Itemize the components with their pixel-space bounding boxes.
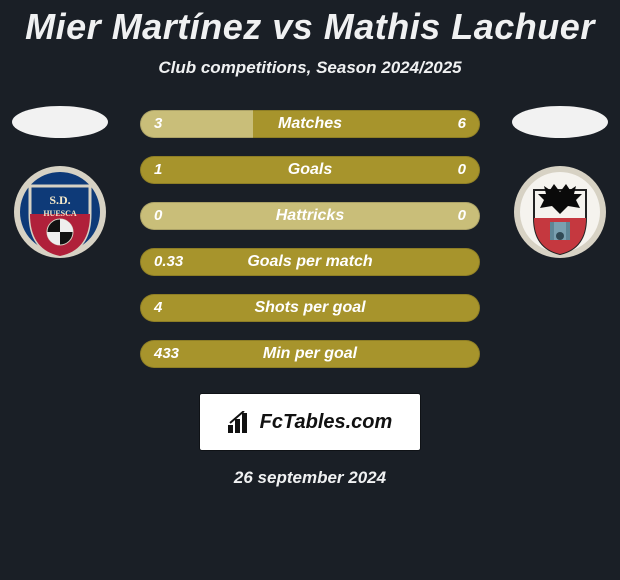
- right-club-crest: [510, 162, 610, 262]
- stat-row: Goals10: [140, 156, 480, 184]
- right-player-avatar: [510, 102, 610, 142]
- date-line: 26 september 2024: [0, 468, 620, 488]
- stat-bar-left-seg: [140, 248, 480, 276]
- avatar-ellipse-right: [510, 102, 610, 142]
- left-club-crest: S.D. HUESCA: [10, 162, 110, 262]
- fctables-logo-icon: [228, 411, 254, 433]
- content: S.D. HUESCA Matches36 Goals10 Hattricks00 G…: [0, 110, 620, 488]
- stat-row: Hattricks00: [140, 202, 480, 230]
- svg-text:S.D.: S.D.: [49, 193, 70, 207]
- svg-text:HUESCA: HUESCA: [43, 209, 77, 218]
- stat-row: Shots per goal4: [140, 294, 480, 322]
- huesca-crest-icon: S.D. HUESCA: [10, 162, 110, 262]
- mirandes-crest-icon: [510, 162, 610, 262]
- stat-bar-left-seg: [140, 340, 480, 368]
- stat-bar-left-seg: [140, 294, 480, 322]
- stat-bar: [140, 294, 480, 322]
- subtitle: Club competitions, Season 2024/2025: [0, 58, 620, 78]
- page-title: Mier Martínez vs Mathis Lachuer: [0, 0, 620, 48]
- stat-row: Matches36: [140, 110, 480, 138]
- stat-bar: [140, 340, 480, 368]
- avatar-ellipse-left: [10, 102, 110, 142]
- brand-text: FcTables.com: [260, 411, 393, 434]
- stat-row: Goals per match0.33: [140, 248, 480, 276]
- stat-bar-right-seg: [253, 110, 480, 138]
- stat-bar-left-seg: [140, 156, 480, 184]
- left-player-avatar: [10, 102, 110, 142]
- stat-row: Min per goal433: [140, 340, 480, 368]
- stat-bar-left-seg: [140, 110, 253, 138]
- stat-bar: [140, 202, 480, 230]
- stat-bar: [140, 248, 480, 276]
- stat-bar-right-seg: [140, 202, 480, 230]
- brand-box: FcTables.com: [200, 394, 420, 450]
- stats-container: Matches36 Goals10 Hattricks00 Goals per mat…: [140, 110, 480, 368]
- stat-bar: [140, 156, 480, 184]
- stat-bar: [140, 110, 480, 138]
